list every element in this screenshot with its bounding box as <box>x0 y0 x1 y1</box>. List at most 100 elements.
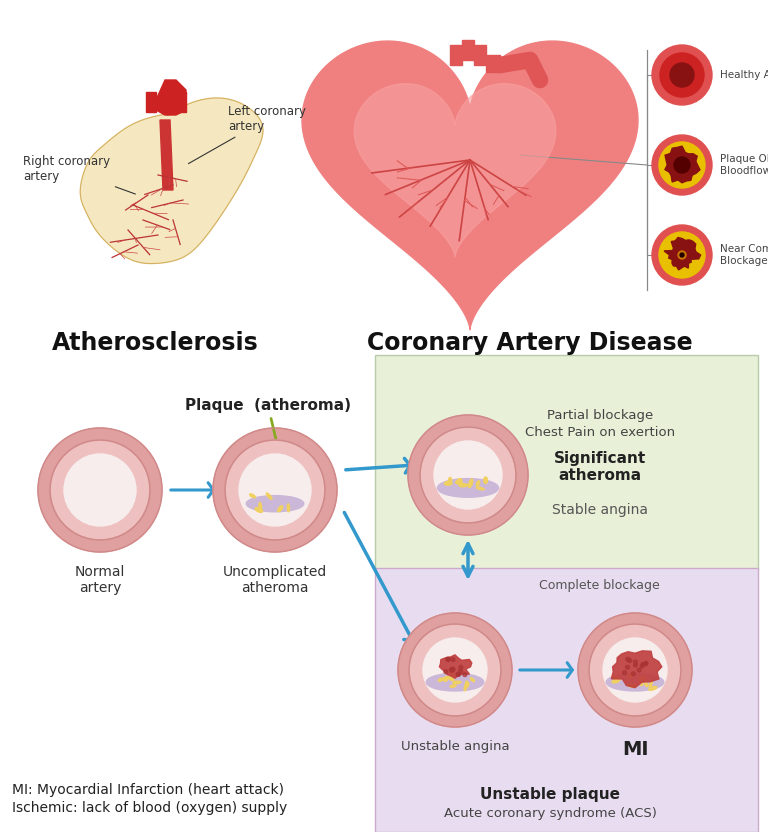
Text: Right coronary
artery: Right coronary artery <box>23 155 135 194</box>
Circle shape <box>213 428 337 552</box>
Polygon shape <box>354 84 556 257</box>
Circle shape <box>444 670 448 674</box>
Text: MI: MI <box>622 740 648 759</box>
Ellipse shape <box>612 676 619 679</box>
Circle shape <box>641 662 645 666</box>
Circle shape <box>623 671 627 675</box>
Polygon shape <box>462 40 474 60</box>
Ellipse shape <box>640 677 643 686</box>
Circle shape <box>38 428 162 552</box>
Circle shape <box>626 666 630 669</box>
Text: Normal
artery: Normal artery <box>74 565 125 595</box>
Text: Left coronary
artery: Left coronary artery <box>188 105 306 164</box>
Ellipse shape <box>606 673 664 691</box>
Text: Plaque  (atheroma): Plaque (atheroma) <box>185 398 351 475</box>
Polygon shape <box>81 98 263 264</box>
Ellipse shape <box>450 685 456 687</box>
Circle shape <box>634 660 637 664</box>
Circle shape <box>652 135 712 195</box>
Ellipse shape <box>457 478 462 484</box>
Text: MI: Myocardial Infarction (heart attack): MI: Myocardial Infarction (heart attack) <box>12 783 284 797</box>
Ellipse shape <box>649 681 652 688</box>
Circle shape <box>50 440 150 540</box>
Text: Uncomplicated
atheroma: Uncomplicated atheroma <box>223 565 327 595</box>
Polygon shape <box>146 92 156 112</box>
Circle shape <box>678 251 686 259</box>
Ellipse shape <box>612 679 620 683</box>
Ellipse shape <box>649 686 657 691</box>
Ellipse shape <box>465 682 468 687</box>
Polygon shape <box>450 45 462 65</box>
Polygon shape <box>439 655 472 678</box>
Text: Acute coronary syndrome (ACS): Acute coronary syndrome (ACS) <box>444 806 657 820</box>
Polygon shape <box>302 41 638 329</box>
Circle shape <box>452 667 455 671</box>
Ellipse shape <box>278 506 283 512</box>
Circle shape <box>463 673 467 676</box>
Ellipse shape <box>470 678 475 681</box>
Circle shape <box>450 669 454 672</box>
Circle shape <box>634 663 637 667</box>
Circle shape <box>451 658 455 661</box>
Circle shape <box>578 613 692 727</box>
Ellipse shape <box>455 480 462 484</box>
Circle shape <box>637 668 641 672</box>
Text: Plaque Obstructs
Bloodflow: Plaque Obstructs Bloodflow <box>720 154 768 176</box>
Circle shape <box>64 454 136 526</box>
Circle shape <box>456 672 460 676</box>
Ellipse shape <box>287 503 290 512</box>
Ellipse shape <box>450 672 455 678</box>
Text: Atherosclerosis: Atherosclerosis <box>51 331 258 355</box>
Text: Coronary Artery Disease: Coronary Artery Disease <box>367 331 693 355</box>
Ellipse shape <box>476 487 484 490</box>
Circle shape <box>420 427 516 523</box>
FancyBboxPatch shape <box>375 568 758 832</box>
Circle shape <box>659 142 705 188</box>
Ellipse shape <box>255 508 263 513</box>
Circle shape <box>670 153 694 177</box>
Ellipse shape <box>468 479 472 488</box>
Circle shape <box>409 624 501 716</box>
Circle shape <box>239 454 311 526</box>
Ellipse shape <box>444 676 448 681</box>
FancyBboxPatch shape <box>375 355 758 570</box>
Ellipse shape <box>453 681 461 684</box>
Ellipse shape <box>628 684 636 687</box>
Ellipse shape <box>459 484 468 487</box>
Ellipse shape <box>426 673 484 691</box>
Circle shape <box>456 672 460 676</box>
Ellipse shape <box>259 503 262 510</box>
Circle shape <box>459 666 463 669</box>
Circle shape <box>674 157 690 173</box>
Ellipse shape <box>250 494 256 498</box>
Circle shape <box>680 253 684 257</box>
Polygon shape <box>611 651 662 688</box>
Text: Unstable angina: Unstable angina <box>401 740 509 753</box>
Circle shape <box>626 657 630 661</box>
Ellipse shape <box>448 676 454 681</box>
Polygon shape <box>160 120 173 190</box>
Circle shape <box>603 638 667 702</box>
Circle shape <box>446 657 450 661</box>
Polygon shape <box>156 80 186 115</box>
Circle shape <box>446 657 450 661</box>
Text: Stable angina: Stable angina <box>552 503 648 517</box>
Circle shape <box>458 669 462 673</box>
Ellipse shape <box>629 672 634 678</box>
Ellipse shape <box>439 678 444 681</box>
Circle shape <box>434 441 502 509</box>
Polygon shape <box>176 92 186 112</box>
Circle shape <box>423 638 487 702</box>
Circle shape <box>652 45 712 105</box>
Text: Near Complete
Blockage: Near Complete Blockage <box>720 245 768 265</box>
Circle shape <box>659 232 705 278</box>
Text: Complete blockage: Complete blockage <box>539 578 660 592</box>
Polygon shape <box>486 55 500 72</box>
Circle shape <box>589 624 681 716</box>
Text: Significant
atheroma: Significant atheroma <box>554 451 646 483</box>
Ellipse shape <box>484 477 488 483</box>
Ellipse shape <box>445 482 452 485</box>
Ellipse shape <box>465 681 468 687</box>
Ellipse shape <box>266 493 272 499</box>
Circle shape <box>631 671 635 676</box>
